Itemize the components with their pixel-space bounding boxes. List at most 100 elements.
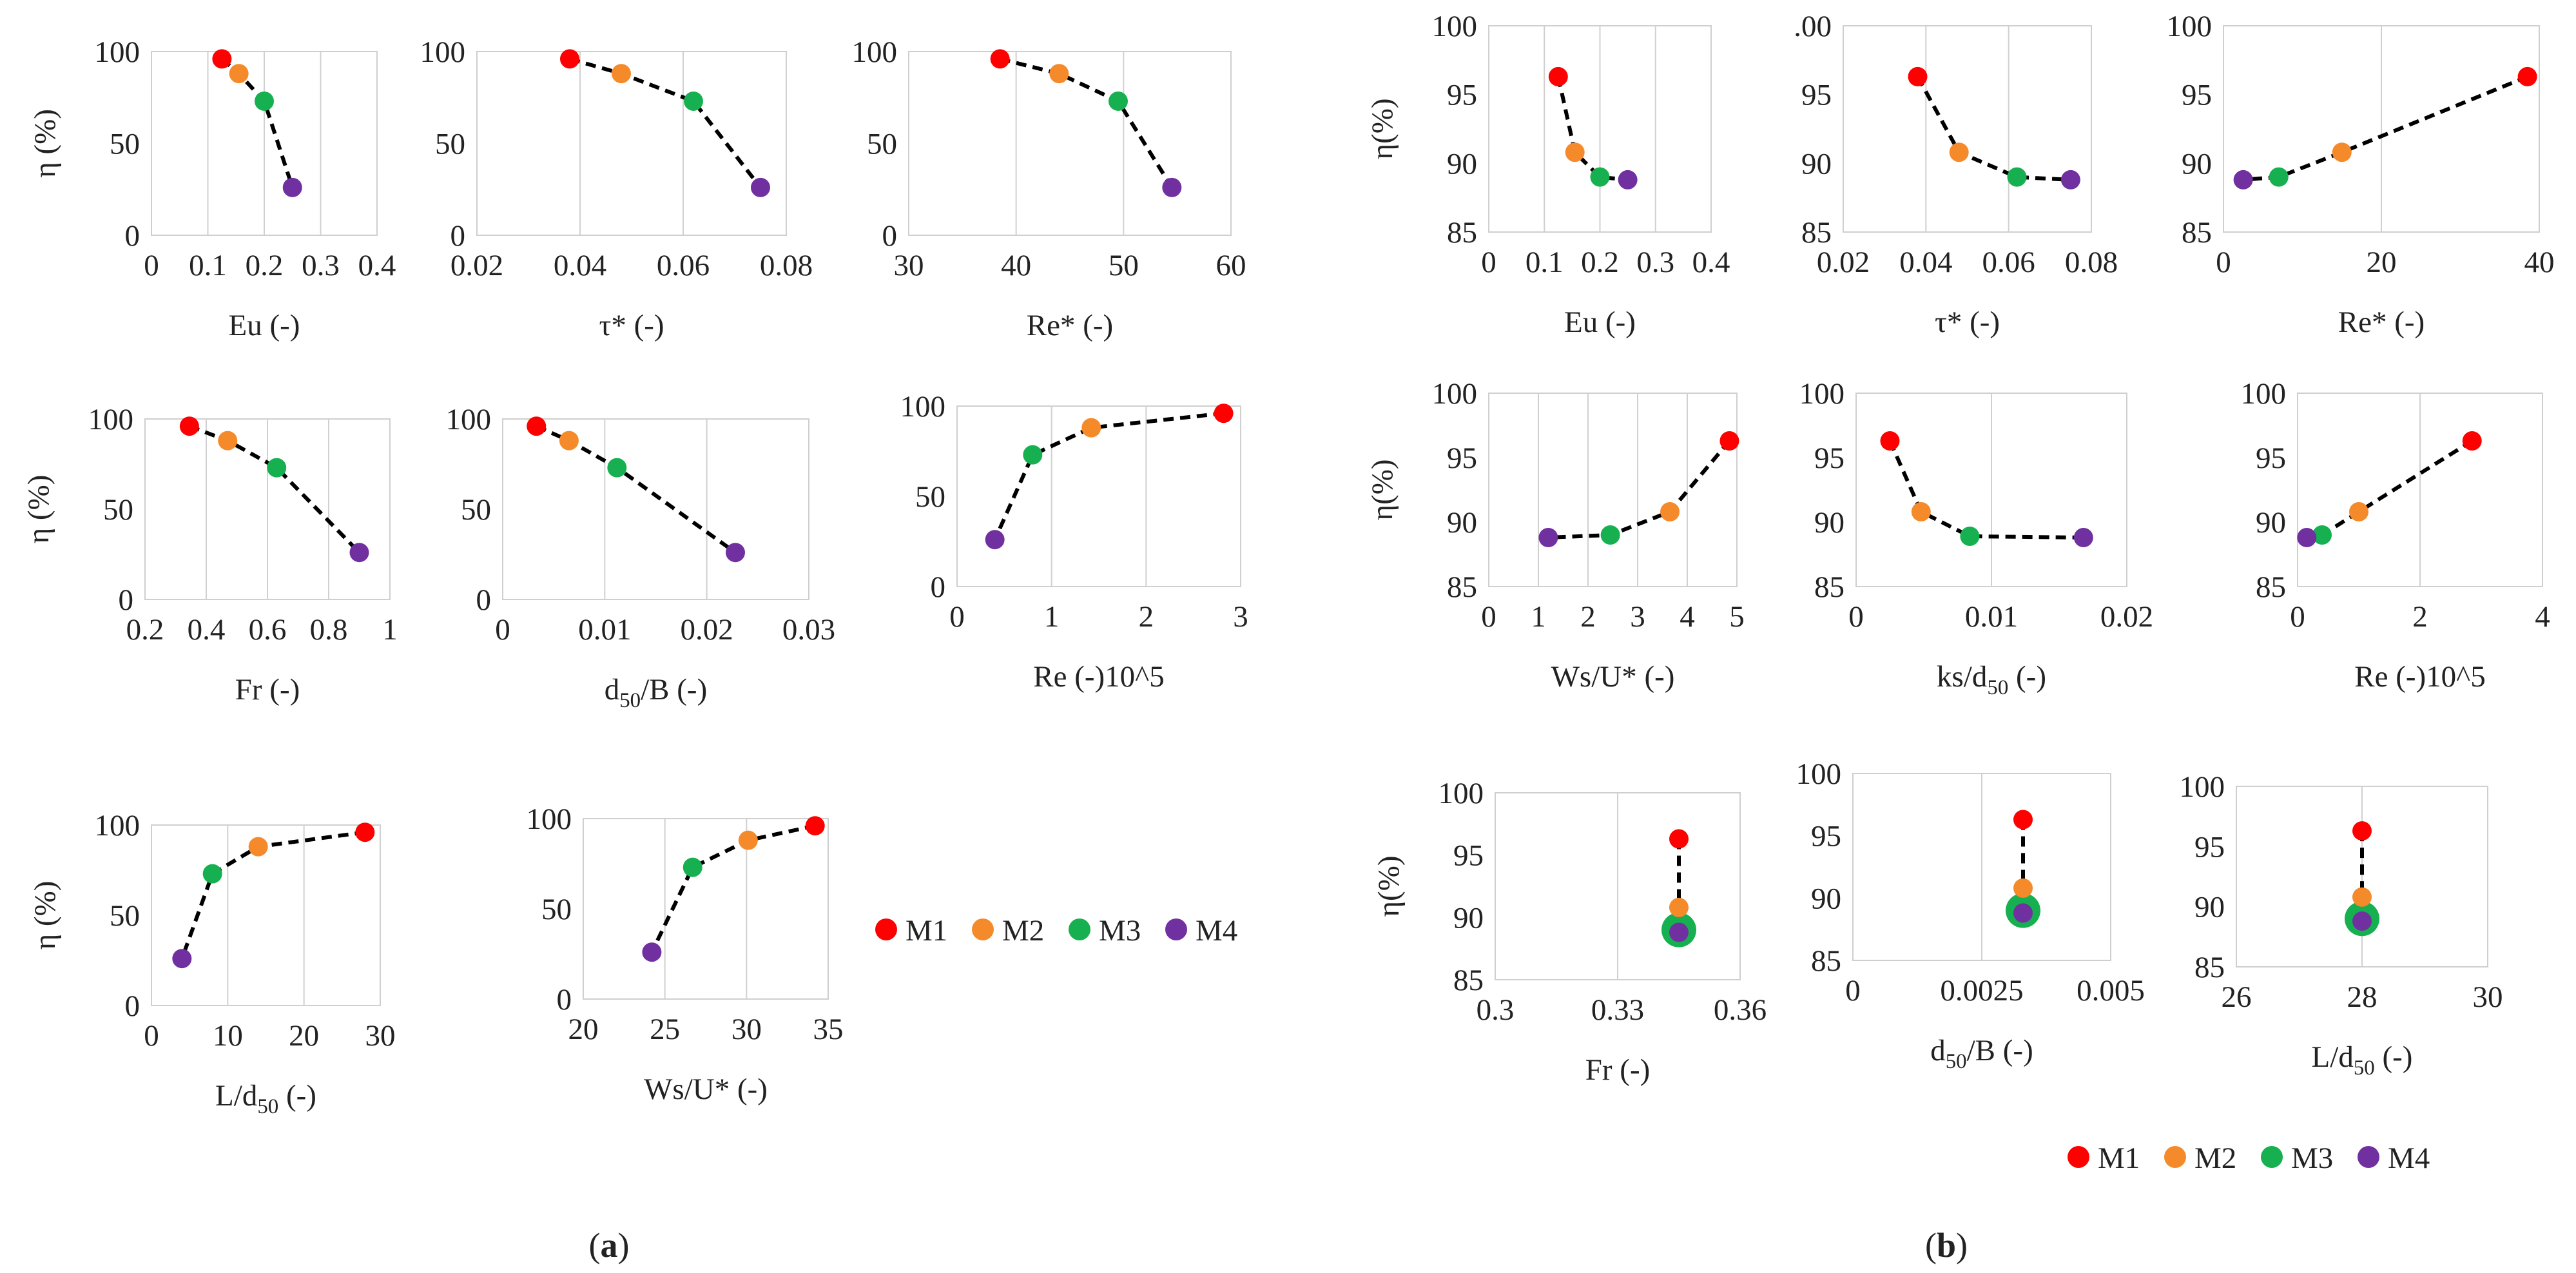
y-tick-label: 85 <box>1801 216 1832 249</box>
point-m4-a2 <box>751 177 770 197</box>
y-tick-label: 50 <box>110 899 140 933</box>
y-tick-label: 90 <box>1811 882 1841 915</box>
x-tick-label: 0.01 <box>578 613 631 646</box>
legend-marker-m3 <box>2261 1146 2283 1168</box>
x-axis-label: Re* (-) <box>2338 306 2425 339</box>
x-tick-label: 0.02 <box>450 249 503 282</box>
chart-a2: 0.02 0.04 0.06 0.08 0 50 100 τ* (-) <box>420 35 813 342</box>
point-m3-a3 <box>1109 91 1128 111</box>
y-tick-label: 90 <box>1447 506 1477 539</box>
point-m4-b6 <box>2297 528 2317 547</box>
chart-a6: 0 1 2 3 0 50 100 Re (-)10^5 <box>900 390 1248 694</box>
legend-marker-m1 <box>875 918 897 940</box>
chart-a4: 0.2 0.4 0.6 0.8 1 0 50 100 Fr (-) η (%) <box>22 403 398 706</box>
point-m4-a4 <box>349 543 369 563</box>
x-tick-label: 0.02 <box>2100 600 2153 634</box>
x-axis-label: Ws/U* (-) <box>644 1073 768 1106</box>
x-tick-label: 30 <box>2473 980 2503 1014</box>
chart-a7: 0 10 20 30 0 50 100 L/d50 (-) η (%) <box>28 809 396 1118</box>
point-m1-b8 <box>2013 810 2033 830</box>
y-tick-label: 100 <box>95 809 140 842</box>
plot-frame <box>1843 25 2092 233</box>
y-tick-label: 100 <box>852 35 898 69</box>
x-axis-label: τ* (-) <box>599 309 664 342</box>
x-axis-label: Ws/U* (-) <box>1551 660 1675 694</box>
x-tick-label: 0 <box>1481 600 1496 634</box>
y-tick-label: 0 <box>931 570 946 604</box>
legend-marker-m4 <box>2358 1146 2379 1168</box>
chart-b5: 0 0.01 0.02 85 90 95 100 ks/d50 (-) <box>1799 377 2154 699</box>
legend-label-m1: M1 <box>905 914 947 947</box>
point-m2-b4 <box>1660 502 1680 521</box>
chart-a8: 20 25 30 35 0 50 100 Ws/U* (-) <box>527 802 844 1106</box>
point-m4-a7 <box>172 949 192 969</box>
y-tick-label: 90 <box>1801 147 1832 180</box>
series-connector-line <box>2243 75 2528 182</box>
point-m3-b5 <box>1960 527 1980 546</box>
series-connector-line <box>1915 75 2071 182</box>
y-tick-label: 100 <box>2180 770 2225 804</box>
y-tick-label: 85 <box>1453 964 1484 997</box>
series-connector-line <box>650 824 816 953</box>
point-m1-a8 <box>805 816 825 836</box>
point-m1-b3 <box>2517 66 2537 86</box>
chart-b4: 0 1 2 3 4 5 85 90 95 100 Ws/U* (-) η(%) <box>1366 377 1745 694</box>
point-m4-a5 <box>726 543 745 563</box>
point-m4-b9 <box>2352 911 2372 931</box>
x-tick-label: 0.2 <box>246 249 284 282</box>
y-tick-label: 50 <box>435 128 465 161</box>
plot-frame <box>583 818 829 1000</box>
x-tick-label: 0.1 <box>1525 246 1564 279</box>
point-m3-b2 <box>2007 167 2027 187</box>
x-tick-label: 40 <box>2524 246 2555 279</box>
y-tick-label: 95 <box>2182 79 2212 112</box>
point-m2-b9 <box>2352 887 2372 907</box>
y-tick-label: 100 <box>95 35 140 69</box>
x-tick-label: 0.02 <box>1817 246 1870 279</box>
y-tick-label: 95 <box>1801 79 1832 112</box>
x-tick-label: 0.36 <box>1714 993 1767 1027</box>
x-tick-label: 10 <box>213 1019 243 1053</box>
x-axis-label: Re* (-) <box>1027 309 1113 342</box>
point-m1-a5 <box>527 416 547 436</box>
point-m3-a1 <box>255 91 274 111</box>
x-tick-label: 28 <box>2347 980 2377 1014</box>
point-m4-b3 <box>2233 170 2253 189</box>
point-m2-b1 <box>1565 142 1585 162</box>
legend-label-m4: M4 <box>1196 914 1237 947</box>
point-m2-a8 <box>738 830 758 850</box>
series-connector-line <box>993 411 1224 541</box>
x-tick-label: 0 <box>2216 246 2231 279</box>
x-tick-label: 26 <box>2222 980 2252 1014</box>
x-tick-label: 0.06 <box>657 249 710 282</box>
x-tick-label: 0.4 <box>188 613 226 646</box>
point-m3-a7 <box>202 864 222 884</box>
x-tick-label: 0.0025 <box>1940 974 2023 1007</box>
x-tick-label: 20 <box>568 1013 599 1046</box>
series-connector-line <box>220 57 295 188</box>
y-tick-label: .00 <box>1794 10 1832 43</box>
point-m4-a8 <box>642 942 662 962</box>
series-connector-line <box>999 57 1174 189</box>
y-tick-label: 0 <box>557 983 572 1016</box>
x-tick-label: 0.005 <box>2077 974 2145 1007</box>
y-tick-label: 50 <box>541 893 572 926</box>
legend-marker-m2 <box>2164 1146 2186 1168</box>
chart-b3: 0 20 40 85 90 95 100 Re* (-) <box>2167 10 2555 339</box>
point-m4-b5 <box>2073 528 2093 547</box>
point-m3-b6 <box>2312 525 2332 545</box>
x-tick-label: 0 <box>1845 974 1861 1007</box>
point-m1-a3 <box>990 49 1010 69</box>
y-tick-label: 90 <box>1814 506 1845 539</box>
x-axis-label: Eu (-) <box>1564 306 1636 339</box>
x-tick-label: 0 <box>2290 600 2305 634</box>
point-m4-a3 <box>1162 177 1182 197</box>
y-tick-label: 85 <box>2194 951 2225 984</box>
y-tick-label: 100 <box>1796 757 1842 791</box>
legend-label-m3: M3 <box>2291 1142 2333 1175</box>
legend-marker-m2 <box>972 918 994 940</box>
y-tick-label: 100 <box>1432 377 1478 411</box>
point-m3-a5 <box>607 458 627 478</box>
series-connector-line <box>1888 440 2084 539</box>
x-tick-label: 0.8 <box>310 613 348 646</box>
